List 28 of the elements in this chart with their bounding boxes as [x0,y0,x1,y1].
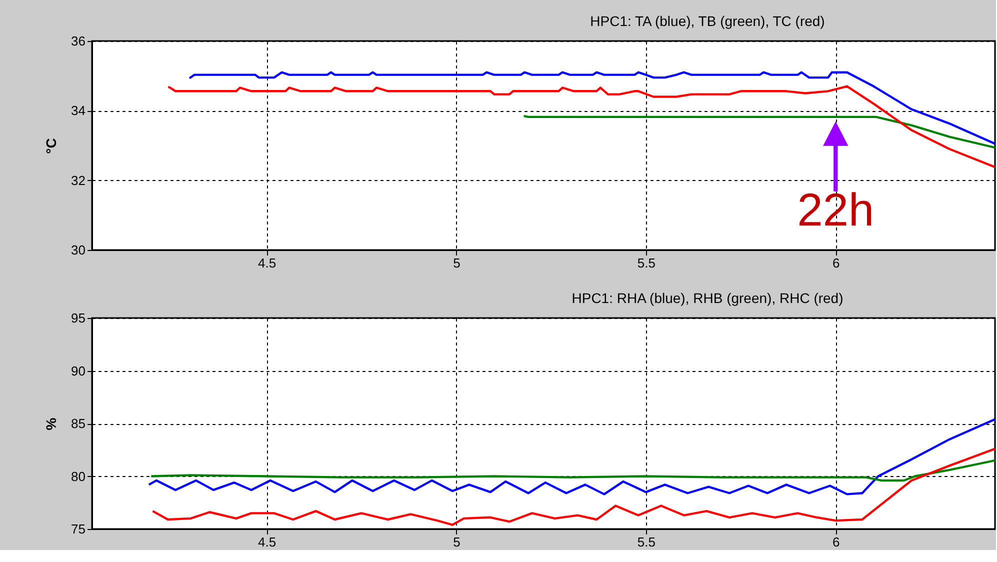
x-tick-label: 5 [453,534,460,550]
x-tick-label: 4.5 [258,256,276,270]
line-series [188,71,995,145]
y-tick-label: 34 [71,103,86,118]
line-series [522,114,995,149]
y-tick-label: 85 [71,416,86,431]
y-tick-label: 36 [71,34,86,48]
x-tick-label: 6 [832,256,840,270]
y-tick-label: 80 [71,468,86,484]
y-tick-label: 30 [71,242,86,258]
y-tick-label: 32 [71,172,86,188]
y-tick-label: 75 [71,522,86,536]
y-tick-label: 90 [71,363,86,378]
chart-title: HPC1: RHA (blue), RHB (green), RHC (red) [572,290,844,306]
x-tick-label: 5.5 [637,256,656,270]
x-tick-label: 4.5 [258,534,276,550]
y-axis-title: % [43,417,60,430]
x-tick-label: 5.5 [637,534,656,550]
line-series [148,418,995,496]
x-tick-label: 6 [832,534,840,550]
chart-title: HPC1: TA (blue), TB (green), TC (red) [590,13,825,29]
y-tick-label: 95 [71,310,86,326]
x-tick-label: 5 [453,256,460,270]
line-series [152,448,995,526]
annotation: 22h [797,183,874,236]
line-series [167,85,995,168]
line-series [150,459,995,482]
y-axis-title: °C [43,138,60,154]
